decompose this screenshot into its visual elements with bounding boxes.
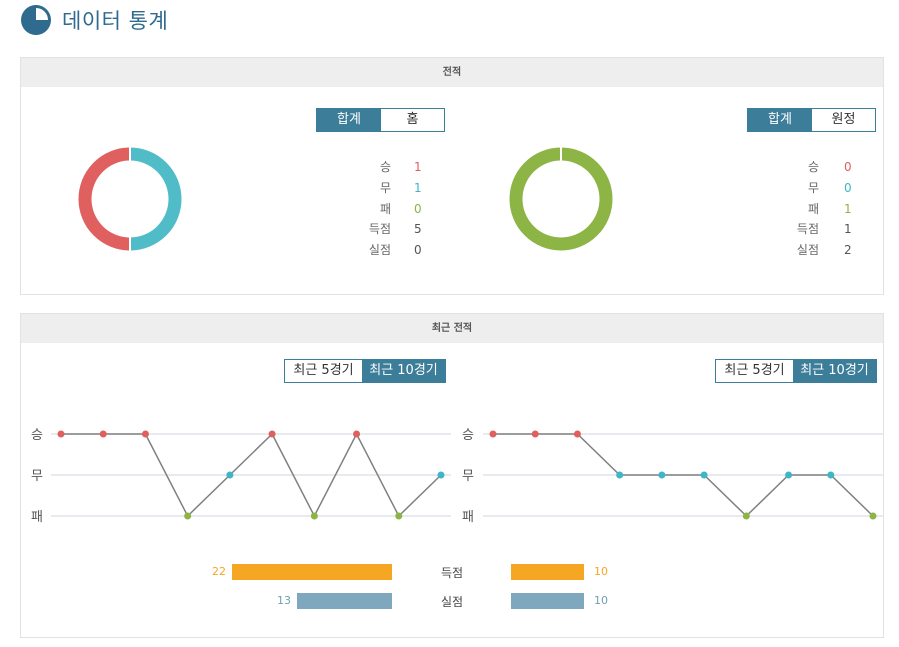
stat-value-win: 1 xyxy=(414,160,422,174)
form-point xyxy=(531,430,539,438)
form-point xyxy=(658,471,666,479)
axis-label-win: 승 xyxy=(31,428,43,443)
home-recent-toggle: 최근 5경기 최근 10경기 xyxy=(284,359,446,383)
tab-last-5[interactable]: 최근 5경기 xyxy=(285,360,362,382)
stat-row-draw: 무 xyxy=(807,181,819,195)
tab-total[interactable]: 합계 xyxy=(317,109,381,131)
page-title: 데이터 통계 xyxy=(62,9,169,33)
home-form-chart xyxy=(51,430,451,520)
tab-last-10[interactable]: 최근 10경기 xyxy=(793,360,876,382)
page-header: 데이터 통계 xyxy=(20,2,168,38)
stat-row-scored: 득점 xyxy=(796,222,819,236)
stat-row-draw: 무 xyxy=(379,181,391,195)
record-panel: 전적 합계 홈 승 1 무 1 패 0 득점 5 실점 0 합계 원정 승 0 … xyxy=(20,57,884,295)
stat-value-win: 0 xyxy=(844,160,852,174)
home-scored-value: 22 xyxy=(212,565,226,578)
form-point xyxy=(99,430,107,438)
stat-value-scored: 5 xyxy=(414,222,422,236)
home-scored-bar xyxy=(232,564,392,580)
stat-row-win: 승 xyxy=(807,160,819,174)
home-record-donut xyxy=(78,146,182,252)
stat-value-conceded: 2 xyxy=(844,243,852,257)
scored-label: 득점 xyxy=(440,566,464,580)
form-point xyxy=(353,430,361,438)
axis-label-loss: 패 xyxy=(462,510,474,525)
form-point xyxy=(785,471,793,479)
form-point xyxy=(268,430,276,438)
form-point xyxy=(616,471,624,479)
tab-home[interactable]: 홈 xyxy=(381,109,444,131)
recent-form-panel: 최근 전적 최근 5경기 최근 10경기 최근 5경기 최근 10경기 승 무 … xyxy=(20,313,884,638)
form-point xyxy=(310,512,318,520)
axis-label-draw: 무 xyxy=(31,469,43,484)
away-scored-bar xyxy=(511,564,584,580)
away-record-donut xyxy=(509,146,613,251)
form-point xyxy=(395,512,403,520)
form-line xyxy=(61,432,442,518)
stat-row-loss: 패 xyxy=(379,202,391,216)
away-conceded-bar xyxy=(511,593,584,609)
donut-segment-loss xyxy=(509,147,613,251)
stat-row-conceded: 실점 xyxy=(368,243,391,257)
stat-row-scored: 득점 xyxy=(368,222,391,236)
home-record-toggle: 합계 홈 xyxy=(316,108,445,132)
away-conceded-value: 10 xyxy=(594,594,608,607)
away-recent-toggle: 최근 5경기 최근 10경기 xyxy=(715,359,877,383)
stat-value-scored: 1 xyxy=(844,222,852,236)
stat-row-win: 승 xyxy=(379,160,391,174)
form-line xyxy=(493,433,874,518)
tab-away[interactable]: 원정 xyxy=(812,109,875,131)
away-form-chart xyxy=(483,430,883,520)
pie-chart-icon xyxy=(21,5,51,35)
form-point xyxy=(184,512,192,520)
form-point xyxy=(226,471,234,479)
stat-value-loss: 0 xyxy=(414,202,422,216)
form-point xyxy=(57,430,65,438)
stat-value-loss: 1 xyxy=(844,202,852,216)
stat-row-conceded: 실점 xyxy=(796,243,819,257)
axis-label-loss: 패 xyxy=(31,510,43,525)
tab-last-10[interactable]: 최근 10경기 xyxy=(362,360,445,382)
form-point xyxy=(869,512,877,520)
home-conceded-value: 13 xyxy=(277,594,291,607)
form-point xyxy=(437,471,445,479)
form-point xyxy=(827,471,835,479)
conceded-label: 실점 xyxy=(440,595,464,609)
away-scored-value: 10 xyxy=(594,565,608,578)
stat-value-conceded: 0 xyxy=(414,243,422,257)
home-conceded-bar xyxy=(297,593,392,609)
form-point xyxy=(742,512,750,520)
tab-total[interactable]: 합계 xyxy=(748,109,812,131)
form-point xyxy=(489,430,497,438)
stat-row-loss: 패 xyxy=(807,202,819,216)
axis-label-win: 승 xyxy=(462,428,474,443)
away-record-toggle: 합계 원정 xyxy=(747,108,876,132)
record-panel-header: 전적 xyxy=(21,58,883,87)
recent-form-header: 최근 전적 xyxy=(21,314,883,343)
tab-last-5[interactable]: 최근 5경기 xyxy=(716,360,793,382)
form-point xyxy=(573,430,581,438)
stat-value-draw: 1 xyxy=(414,181,422,195)
stat-value-draw: 0 xyxy=(844,181,852,195)
form-point xyxy=(700,471,708,479)
axis-label-draw: 무 xyxy=(462,469,474,484)
form-point xyxy=(141,430,149,438)
